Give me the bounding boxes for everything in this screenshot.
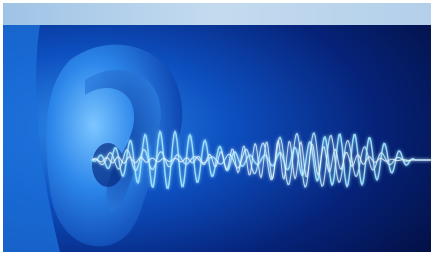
page: (() => { const ns = 'http://www.w3.org/2… [0,0,434,255]
top-bar [3,3,431,25]
illustration [0,0,434,255]
photo [3,25,431,252]
